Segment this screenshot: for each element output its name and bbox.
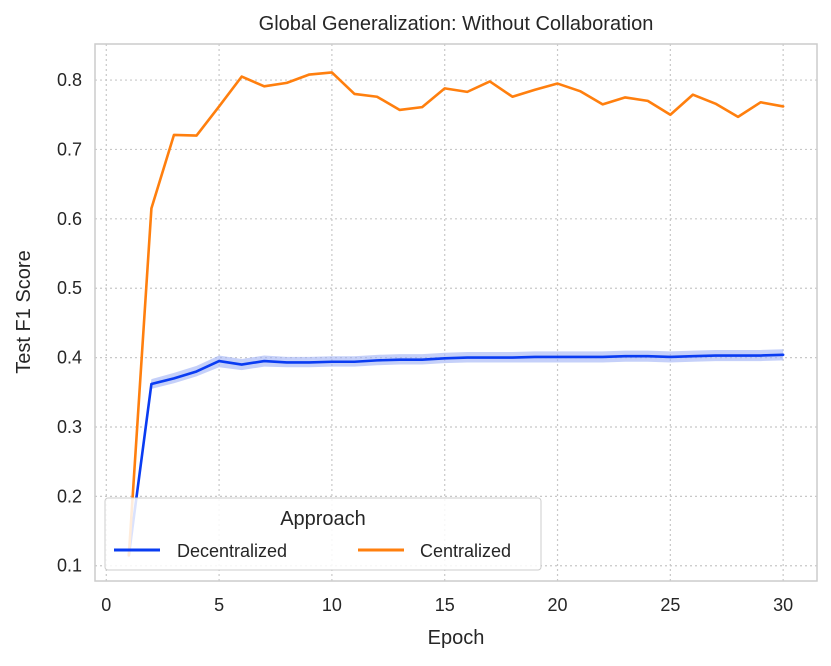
confidence-bands [128,349,784,559]
x-axis-ticks: 0 5 10 15 20 25 30 [101,595,793,615]
legend: Approach Decentralized Centralized [104,497,542,571]
y-tick-label: 0.2 [57,486,82,506]
y-tick-label: 0.5 [57,278,82,298]
confidence-band-decentralized [128,349,784,559]
x-tick-label: 20 [548,595,568,615]
y-axis-label: Test F1 Score [13,250,35,373]
legend-label-decentralized: Decentralized [177,541,287,561]
legend-box [104,497,542,571]
x-tick-label: 10 [322,595,342,615]
legend-label-centralized: Centralized [420,541,511,561]
series-line-centralized [127,71,785,557]
series-lines [127,71,785,557]
legend-title: Approach [280,508,366,530]
y-tick-label: 0.4 [57,348,82,368]
y-tick-label: 0.1 [57,556,82,576]
y-axis-ticks: 0.1 0.2 0.3 0.4 0.5 0.6 0.7 0.8 [57,70,82,576]
plot-frame [94,43,818,582]
x-tick-label: 15 [435,595,455,615]
y-tick-label: 0.8 [57,70,82,90]
y-tick-label: 0.3 [57,417,82,437]
y-tick-label: 0.7 [57,139,82,159]
chart-title: Global Generalization: Without Collabora… [259,13,654,35]
y-tick-label: 0.6 [57,209,82,229]
x-tick-label: 5 [214,595,224,615]
series-line-decentralized [127,353,785,557]
x-tick-label: 0 [101,595,111,615]
x-axis-label: Epoch [428,627,485,649]
x-tick-label: 30 [773,595,793,615]
x-tick-label: 25 [660,595,680,615]
